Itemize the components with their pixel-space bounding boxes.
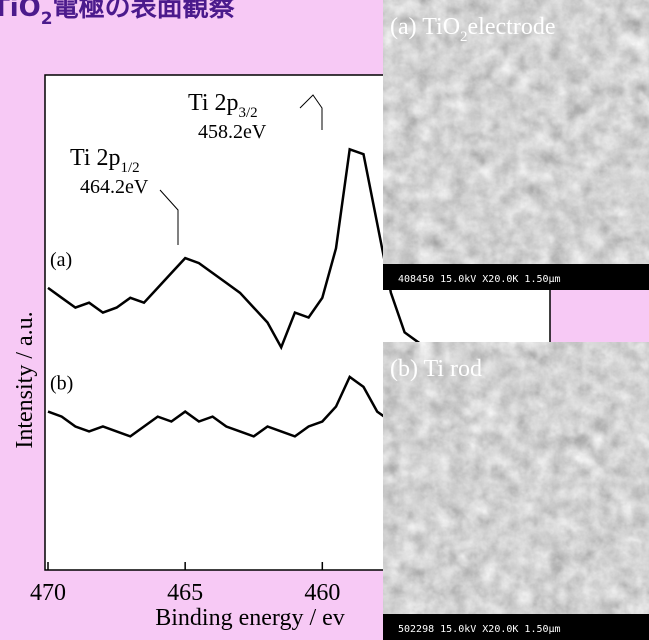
image-info: 502298 15.0kV X20.0K 1.50μm bbox=[398, 624, 561, 635]
image-caption: (b) Ti rod bbox=[390, 356, 482, 382]
image-info: 408450 15.0kV X20.0K 1.50μm bbox=[398, 274, 561, 285]
page: TiO2電極の表面観察 470465460Binding energy / ev… bbox=[0, 0, 649, 640]
peak-name: Ti 2p bbox=[188, 90, 238, 116]
series-label: (a) bbox=[50, 249, 72, 271]
sem-image bbox=[383, 342, 649, 640]
sem-image bbox=[383, 0, 649, 290]
x-tick-label: 460 bbox=[304, 580, 340, 606]
peak-energy: 458.2eV bbox=[198, 121, 267, 143]
series-label: (b) bbox=[50, 373, 73, 395]
x-axis-label: Binding energy / ev bbox=[155, 605, 345, 631]
peak-sub: 1/2 bbox=[120, 160, 139, 176]
peak-name: Ti 2p bbox=[70, 145, 120, 171]
peak-energy: 464.2eV bbox=[80, 176, 149, 198]
caption-main: (b) Ti rod bbox=[390, 356, 482, 382]
caption-main: (a) TiO bbox=[390, 14, 460, 40]
caption-sub: 2 bbox=[460, 29, 468, 45]
caption-rest: electrode bbox=[468, 14, 556, 40]
peak-sub: 3/2 bbox=[238, 105, 257, 121]
x-tick-label: 470 bbox=[30, 580, 66, 606]
x-tick-label: 465 bbox=[167, 580, 203, 606]
y-axis-label: Intensity / a.u. bbox=[12, 311, 38, 448]
